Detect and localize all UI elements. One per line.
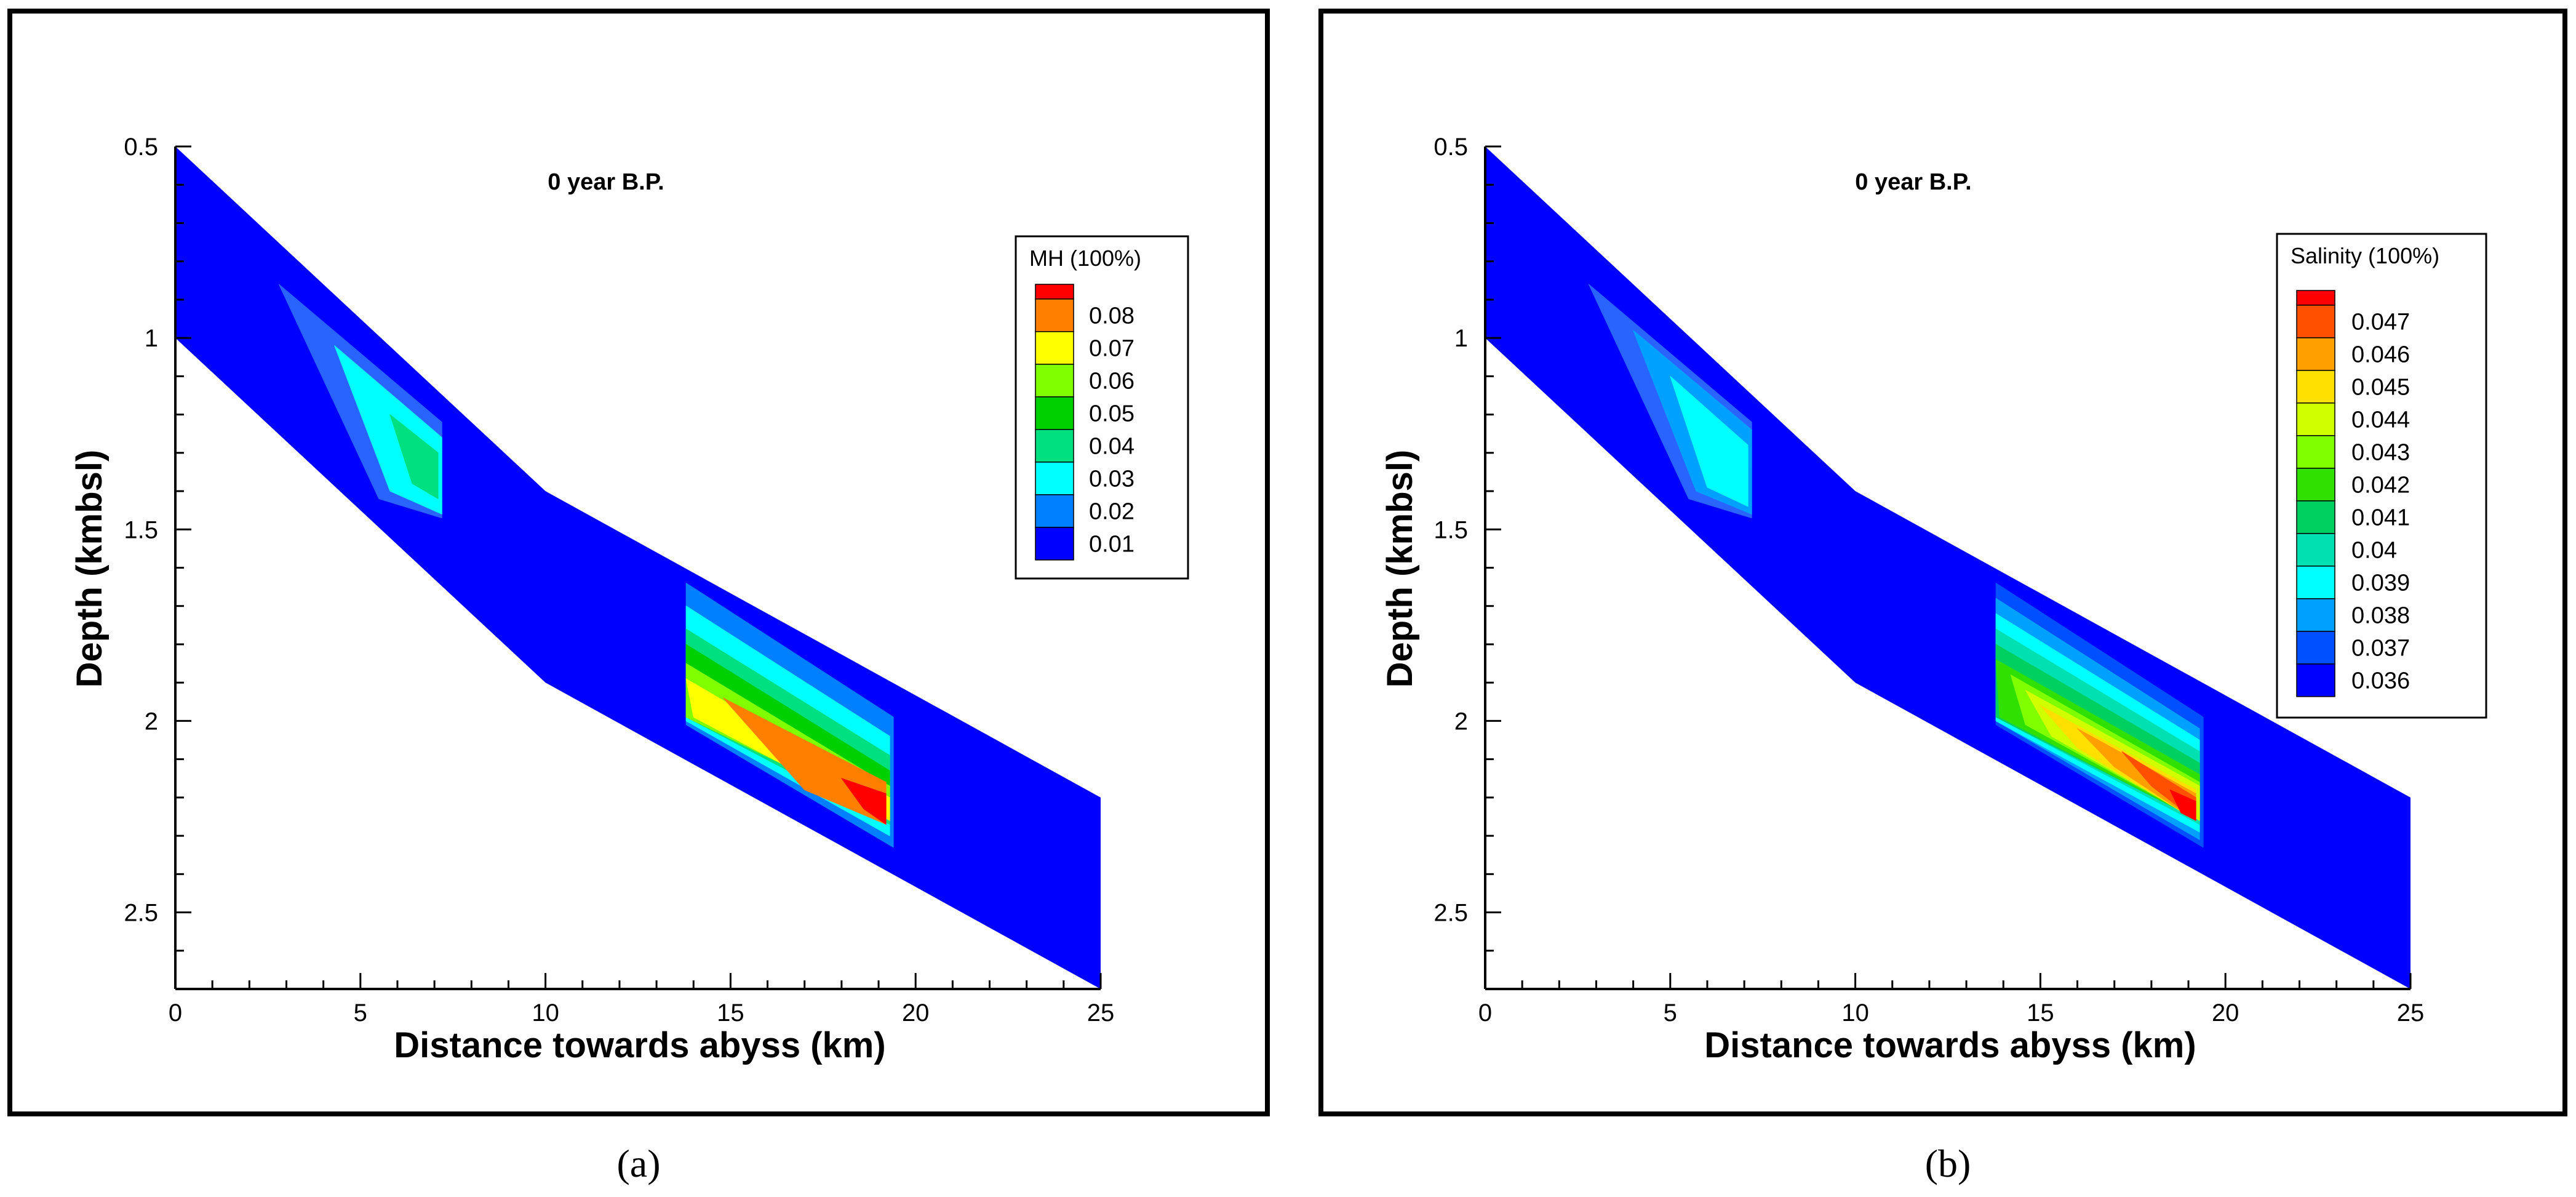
legend-level-label: 0.01 <box>1089 531 1134 557</box>
legend-level-label: 0.03 <box>1089 466 1134 492</box>
legend-swatch <box>1035 298 1074 332</box>
legend-swatch <box>1035 462 1074 495</box>
y-tick-label: 0.5 <box>1434 134 1468 161</box>
legend-swatch <box>2296 402 2335 436</box>
y-tick-label: 2.5 <box>124 900 158 927</box>
x-tick-label: 5 <box>1664 999 1677 1027</box>
y-tick-label: 2 <box>145 708 158 735</box>
x-tick-label: 10 <box>532 999 559 1027</box>
legend-swatch <box>2296 305 2335 338</box>
caption-a: (a) <box>616 1142 660 1185</box>
legend-swatch <box>2296 663 2335 697</box>
legend-swatch <box>1035 429 1074 463</box>
legend-level-label: 0.039 <box>2351 570 2410 596</box>
x-tick-label: 25 <box>2397 999 2425 1027</box>
legend-level-label: 0.037 <box>2351 635 2410 661</box>
y-tick-label: 0.5 <box>124 134 158 161</box>
x-tick-label: 10 <box>1841 999 1869 1027</box>
panel-a-legend: MH (100%) 0.08 0.07 0.06 0.05 0.04 0.03 0.02 0.… <box>1015 235 1189 580</box>
panel-b-y-axis-label: Depth (kmbsl) <box>1380 450 1420 688</box>
legend-level-label: 0.04 <box>1089 433 1134 459</box>
panel-a-legend-title: MH (100%) <box>1029 246 1141 271</box>
legend-level-label: 0.046 <box>2351 342 2410 367</box>
panel-a-title: 0 year B.P. <box>548 169 664 195</box>
x-tick-label: 25 <box>1087 999 1115 1027</box>
legend-level-label: 0.044 <box>2351 407 2410 433</box>
x-tick-label: 15 <box>717 999 744 1027</box>
legend-level-label: 0.047 <box>2351 309 2410 335</box>
panel-a-y-axis-label: Depth (kmbsl) <box>70 450 110 688</box>
legend-swatch <box>2296 468 2335 502</box>
legend-level-label: 0.038 <box>2351 603 2410 628</box>
legend-swatch <box>1035 396 1074 430</box>
contour-band-z1-7 <box>841 778 887 825</box>
legend-swatch <box>1035 284 1074 300</box>
legend-swatch <box>2296 533 2335 567</box>
legend-swatch <box>2296 370 2335 404</box>
x-tick-label: 20 <box>902 999 930 1027</box>
legend-level-label: 0.041 <box>2351 505 2410 530</box>
panel-b-plot: 0 5 10 15 20 25 0.5 1 1.5 2 2.5 <box>1434 134 2424 1027</box>
x-tick-label: 20 <box>2212 999 2239 1027</box>
y-tick-label: 2.5 <box>1434 900 1468 927</box>
contour-band-z0-2 <box>389 414 439 499</box>
y-tick-label: 1 <box>145 325 158 352</box>
legend-swatch <box>2296 435 2335 469</box>
legend-swatch <box>2296 500 2335 534</box>
panel-b-legend-title: Salinity (100%) <box>2291 243 2439 268</box>
legend-level-label: 0.045 <box>2351 374 2410 400</box>
x-tick-label: 0 <box>169 999 182 1027</box>
legend-swatch <box>2296 566 2335 599</box>
legend-swatch <box>1035 494 1074 528</box>
legend-level-label: 0.036 <box>2351 668 2410 694</box>
caption-b: (b) <box>1925 1142 1971 1185</box>
legend-level-label: 0.042 <box>2351 472 2410 498</box>
legend-swatch <box>1035 364 1074 398</box>
panel-b: 0 year B.P. 0 5 10 15 20 25 0.5 1 1.5 2 2.5 Distan… <box>1318 9 2567 1116</box>
panel-a-x-axis-label: Distance towards abyss (km) <box>394 1025 885 1065</box>
legend-level-label: 0.043 <box>2351 439 2410 465</box>
y-tick-label: 1 <box>1454 325 1468 352</box>
legend-swatch <box>2296 598 2335 632</box>
legend-swatch <box>2296 337 2335 371</box>
panel-b-title: 0 year B.P. <box>1855 169 1971 195</box>
panel-b-x-axis-label: Distance towards abyss (km) <box>1704 1025 2196 1065</box>
legend-level-label: 0.05 <box>1089 401 1134 426</box>
x-tick-label: 5 <box>354 999 367 1027</box>
legend-swatch <box>2296 290 2335 306</box>
x-tick-label: 0 <box>1478 999 1492 1027</box>
panel-b-legend: Salinity (100%) 0.047 0.046 0.045 0.044 0.04… <box>2276 233 2487 719</box>
legend-swatch <box>1035 527 1074 561</box>
y-tick-label: 1.5 <box>124 516 158 543</box>
legend-level-label: 0.04 <box>2351 537 2397 563</box>
legend-level-label: 0.08 <box>1089 303 1134 329</box>
legend-level-label: 0.06 <box>1089 368 1134 394</box>
x-tick-label: 15 <box>2027 999 2054 1027</box>
legend-swatch <box>2296 631 2335 665</box>
legend-level-label: 0.07 <box>1089 335 1134 361</box>
panel-a-plot: 0 5 10 15 20 25 0.5 1 1.5 2 2.5 <box>124 134 1114 1027</box>
legend-level-label: 0.02 <box>1089 498 1134 524</box>
contour-band-z0-2 <box>1670 375 1749 507</box>
legend-swatch <box>1035 331 1074 365</box>
y-tick-label: 2 <box>1454 708 1468 735</box>
y-tick-label: 1.5 <box>1434 516 1468 543</box>
panel-a: 0 year B.P. 0 5 10 15 20 25 0.5 1 1.5 2 2.5 Distan… <box>7 9 1270 1116</box>
contour-band-z1-11 <box>2169 789 2196 821</box>
